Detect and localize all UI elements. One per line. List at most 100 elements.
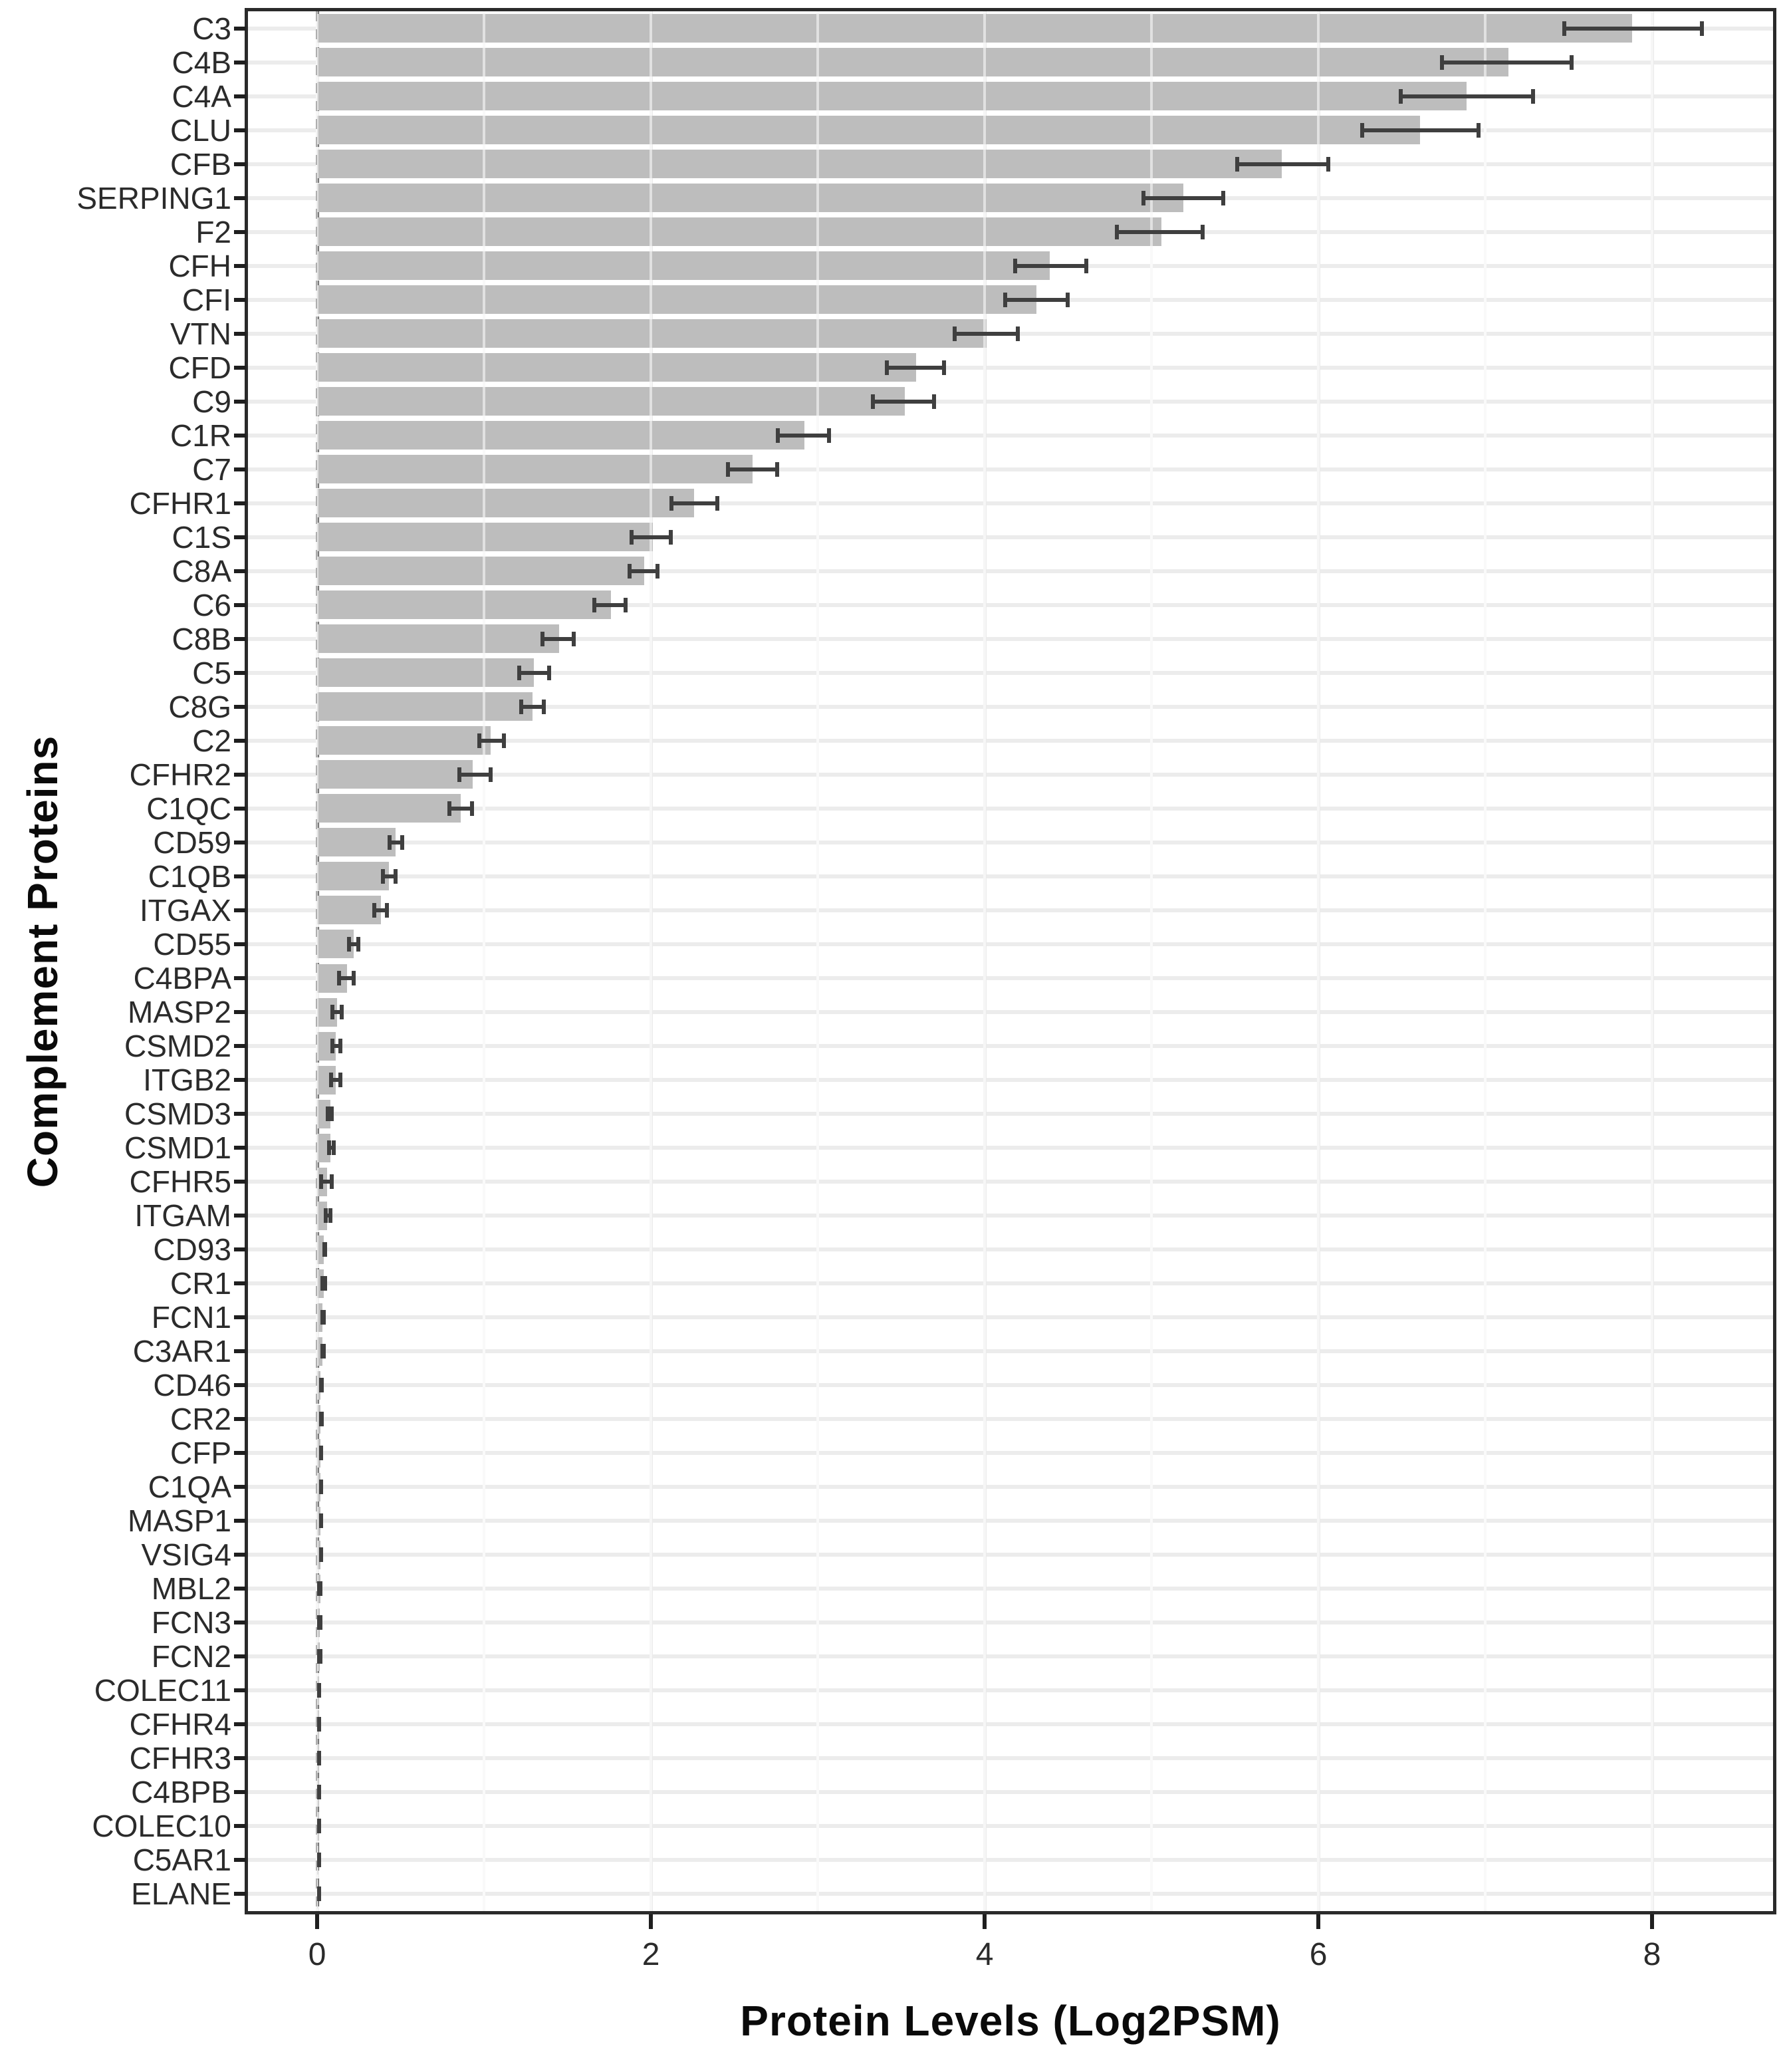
error-bar-cap-right (542, 699, 546, 714)
bar (317, 489, 695, 518)
y-tick (234, 399, 246, 404)
error-bar-line (457, 772, 493, 777)
error-bar-cap-right (775, 461, 780, 477)
error-bar-line (1114, 229, 1205, 234)
error-bar-cap-left (953, 326, 957, 341)
error-bar-cap-right (318, 1547, 323, 1563)
y-tick-label: C5AR1 (132, 1843, 231, 1878)
y-tick (234, 263, 246, 268)
h-gridline (248, 840, 1773, 844)
h-gridline (248, 1790, 1773, 1795)
error-bar (327, 1140, 336, 1156)
error-bar-line (330, 1044, 342, 1049)
y-tick (234, 1010, 246, 1015)
error-bar-cap-right (318, 1480, 323, 1495)
error-bar-line (592, 602, 628, 607)
error-bar-cap-right (1699, 21, 1704, 36)
h-gridline (248, 602, 1773, 607)
h-gridline (248, 1485, 1773, 1489)
y-tick-label: C4BPA (133, 961, 231, 995)
y-tick (234, 60, 246, 65)
error-bar-line (1360, 128, 1481, 132)
h-gridline (248, 670, 1773, 675)
h-gridline (248, 1383, 1773, 1388)
error-bar (318, 1547, 323, 1563)
bar (317, 658, 535, 688)
error-bar (1114, 224, 1205, 239)
y-tick (234, 501, 246, 505)
error-bar-line (1141, 195, 1225, 200)
y-tick (234, 1553, 246, 1557)
bar (317, 14, 1632, 43)
y-tick-label: CFH (168, 248, 231, 283)
error-bar (317, 1615, 322, 1630)
error-bar-line (884, 365, 947, 370)
error-bar-cap-right (668, 529, 673, 545)
error-bar-cap-left (447, 801, 451, 816)
y-tick-label: C4BPB (131, 1775, 231, 1810)
y-tick (234, 1824, 246, 1829)
error-bar-line (517, 670, 551, 675)
error-bar-cap-right (317, 1785, 322, 1800)
y-tick-label: CFHR5 (129, 1164, 231, 1200)
error-bar-cap-right (501, 733, 506, 748)
x-tick (1650, 1914, 1655, 1929)
y-tick-label: CR1 (170, 1266, 231, 1301)
y-tick (234, 1722, 246, 1727)
error-bar-cap-right (331, 1140, 336, 1156)
error-bar-cap-right (338, 1039, 342, 1054)
h-gridline (248, 1315, 1773, 1320)
y-tick (234, 1519, 246, 1523)
error-bar-cap-right (317, 1819, 322, 1834)
error-bar-cap-right (1326, 156, 1330, 172)
error-bar-cap-left (871, 394, 876, 409)
y-tick (234, 1078, 246, 1083)
error-bar-line (1440, 60, 1574, 65)
error-bar (330, 1039, 342, 1054)
x-tick-label: 8 (1643, 1937, 1661, 1972)
bar (317, 82, 1467, 111)
y-tick (234, 1417, 246, 1422)
bar (317, 557, 645, 586)
error-bar (317, 1649, 322, 1664)
error-bar-cap-right (1476, 122, 1481, 138)
error-bar-cap-right (330, 1106, 334, 1122)
y-tick (234, 569, 246, 573)
bar (317, 1303, 322, 1332)
error-bar-cap-left (324, 1208, 328, 1224)
y-tick-label: CFHR2 (129, 757, 231, 792)
error-bar (776, 428, 832, 443)
bar (317, 828, 396, 857)
h-gridline (248, 467, 1773, 471)
error-bar (627, 563, 659, 579)
error-bar-cap-left (629, 529, 634, 545)
error-bar (317, 1819, 322, 1834)
y-tick-label: CSMD1 (124, 1130, 231, 1166)
error-bar (1013, 258, 1088, 273)
error-bar (380, 868, 398, 884)
h-gridline (248, 1451, 1773, 1456)
bar (317, 692, 533, 721)
bar (317, 1337, 322, 1366)
bar (317, 1235, 324, 1264)
y-tick-label: FCN1 (151, 1300, 231, 1335)
y-tick-label: C8B (172, 621, 231, 656)
error-bar-cap-right (321, 1310, 326, 1325)
bar (317, 150, 1282, 179)
error-bar-cap-right (1201, 224, 1205, 239)
error-bar (317, 1581, 322, 1597)
error-bar-cap-right (932, 394, 937, 409)
error-bar-line (325, 1112, 334, 1116)
error-bar-cap-left (1360, 122, 1364, 138)
error-bar-cap-right (340, 1005, 344, 1020)
error-bar (1360, 122, 1481, 138)
y-tick-label: C1QA (148, 1470, 231, 1505)
bar (317, 184, 1183, 213)
h-gridline (248, 1010, 1773, 1015)
error-bar (324, 1208, 332, 1224)
error-bar (320, 1276, 328, 1291)
h-gridline (248, 1078, 1773, 1083)
bar (317, 421, 805, 450)
y-tick-label: COLEC10 (92, 1809, 231, 1844)
